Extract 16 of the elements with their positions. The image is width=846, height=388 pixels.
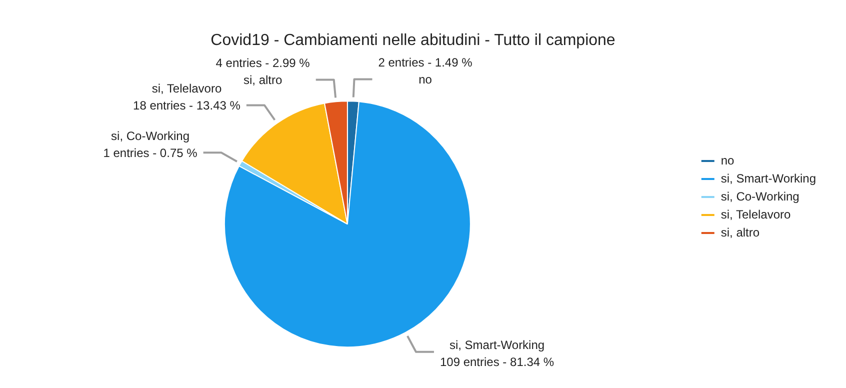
slice-label: si, Co-Working [111, 128, 190, 143]
legend-label: si, Telelavoro [720, 207, 792, 222]
legend-label: si, Smart-Working [720, 171, 816, 186]
data-label: 2 entries - 1.49 % [378, 56, 473, 70]
slice-label: si, altro [243, 73, 282, 88]
slice-label: si, Telelavoro [152, 82, 222, 96]
data-label: 4 entries - 2.99 % [216, 56, 310, 70]
legend-label: no [720, 153, 735, 168]
slice-label: no [418, 72, 432, 87]
chart-title: Covid19 - Cambiamenti nelle abitudini - Tutto il campione [210, 32, 616, 50]
data-label: 1 entries - 0.75 % [103, 146, 198, 160]
legend-label: si, Co-Working [720, 189, 800, 204]
slice-label: si, Smart-Working [449, 338, 545, 352]
data-label: 18 entries - 13.43 % [133, 98, 241, 113]
data-label: 109 entries - 81.34 % [440, 355, 554, 370]
legend-label: si, altro [720, 225, 760, 240]
